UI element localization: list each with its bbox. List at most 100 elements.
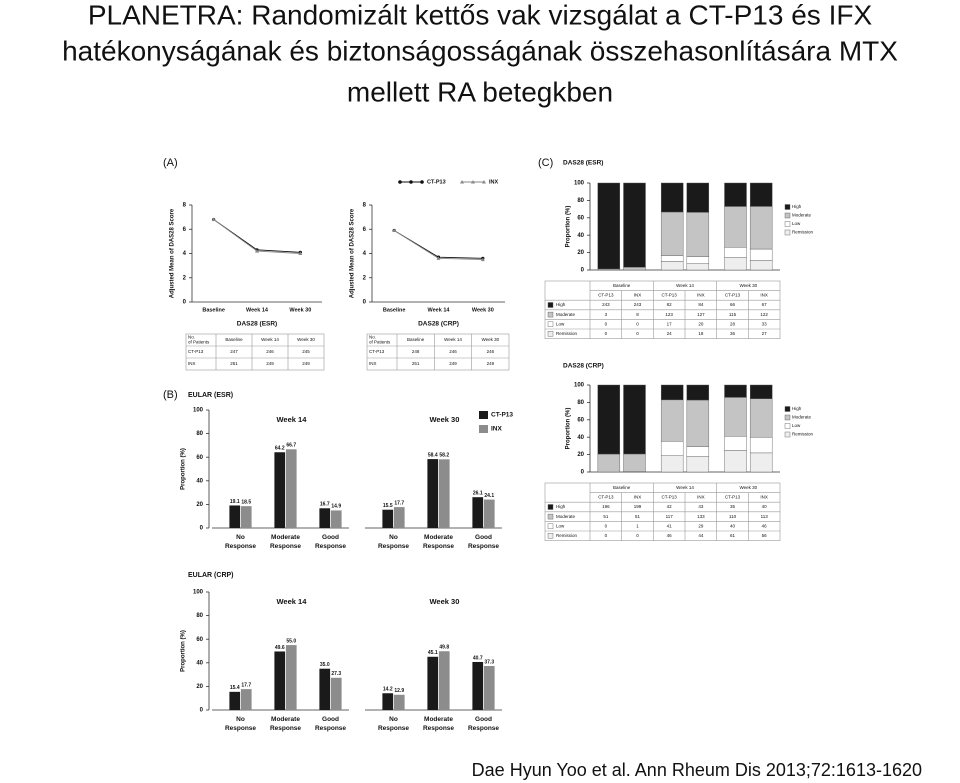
bar-segment [686,256,710,264]
bar-segment [749,437,773,454]
y-tick-label: 40 [577,435,584,441]
table-cell: CT-P13 [369,349,385,354]
value-label: 14.2 [383,687,393,693]
legend-label: INX [491,426,503,433]
table-swatch [547,311,554,318]
bar-segment [660,384,684,401]
table-header: Baseline [613,283,631,288]
legend-label: Moderate [792,213,812,218]
table-row-label: Remission [556,331,578,336]
bar [483,499,495,528]
y-tick-label: 60 [577,215,584,221]
table-cell: 46 [762,523,768,528]
table-cell: 251 [412,361,420,366]
bar [229,691,241,710]
panel-label: (C) [538,157,553,169]
y-tick-label: 100 [574,181,585,187]
y-axis-label: Proportion (%) [566,408,572,450]
value-label: 14.9 [331,504,341,510]
table-cell: 84 [698,302,704,307]
bar [330,510,342,528]
table-row-label: Low [556,523,565,528]
x-tick-label: Good Response [468,534,499,550]
bar [229,505,241,528]
table-cell: 17 [667,321,673,326]
marker [436,256,441,260]
legend-swatch [784,431,791,438]
value-label: 17.7 [394,500,404,506]
y-tick-label: 4 [183,251,187,257]
table-cell: 44 [698,533,704,538]
value-label: 12.9 [394,688,404,694]
table-cell: 35 [730,504,736,509]
bar [483,665,495,710]
table-cell: 0 [605,321,608,326]
table-cell: 246 [449,349,457,354]
bar [240,689,252,710]
table-cell: 29 [698,523,704,528]
table-cell: 245 [302,349,310,354]
table-cell: 40 [730,523,736,528]
legend-label: Remission [792,230,814,235]
table-header: CT-P13 [598,293,614,298]
chart-title: DAS28 (CRP) [563,363,604,370]
y-tick-label: 0 [581,268,585,274]
table-header: Week 14 [444,337,462,342]
legend-label: CT-P13 [427,179,446,185]
table-cell: 3 [605,312,608,317]
x-tick-label: No Response [225,716,256,732]
bar [438,651,450,710]
bar-segment [623,453,646,472]
x-tick-label: Baseline [202,307,225,313]
y-tick-label: 100 [193,590,204,596]
marker [211,217,216,222]
table-cell: 28 [730,321,736,326]
table-cell: 27 [762,331,768,336]
slide-title: mellett RA betegkben [347,76,613,107]
x-tick-label: Good Response [315,534,346,550]
table-header: Week 30 [297,337,315,342]
legend-marker [409,180,413,184]
x-tick-label: No Response [225,534,256,550]
y-axis-label: Adjusted Mean of DAS28 Score [350,208,356,298]
bar [382,509,394,528]
table-header: Week 30 [739,283,757,288]
marker [255,249,259,253]
table-row-label: Moderate [556,312,576,317]
bar-segment [724,257,747,271]
bar-segment [686,399,710,447]
x-tick-label: Moderate Response [423,534,454,550]
value-label: 55.0 [286,638,296,644]
bar [438,459,450,528]
group-label: Week 14 [276,415,307,424]
x-tick-label: Week 30 [472,307,494,313]
bar [285,449,297,528]
table-header: INX [760,293,768,298]
bar-segment [724,397,747,437]
y-axis-label: Proportion (%) [181,448,187,490]
y-tick-label: 60 [196,455,203,461]
bar-segment [660,261,684,271]
y-tick-label: 100 [193,408,204,414]
table-cell: 246 [266,349,274,354]
panel-label: (A) [163,157,178,169]
value-label: 58.2 [439,453,449,459]
table-header: No. of Patients [369,335,391,345]
table-header: Week 30 [481,337,499,342]
legend-label: Moderate [792,415,812,420]
bar [393,507,405,528]
y-axis-label: Proportion (%) [566,206,572,248]
value-label: 18.5 [241,499,251,505]
y-tick-label: 40 [196,660,203,666]
y-tick-label: 20 [196,684,203,690]
legend-label: High [792,406,802,411]
group-label: Week 14 [276,597,307,606]
group-label: Week 30 [429,415,459,424]
bar-segment [724,247,747,258]
table-cell: 51 [603,514,609,519]
table-cell: 36 [730,331,736,336]
panel-label: (B) [163,389,178,401]
table-header: INX [760,495,768,500]
legend-swatch [784,221,791,227]
bar-segment [686,182,710,213]
